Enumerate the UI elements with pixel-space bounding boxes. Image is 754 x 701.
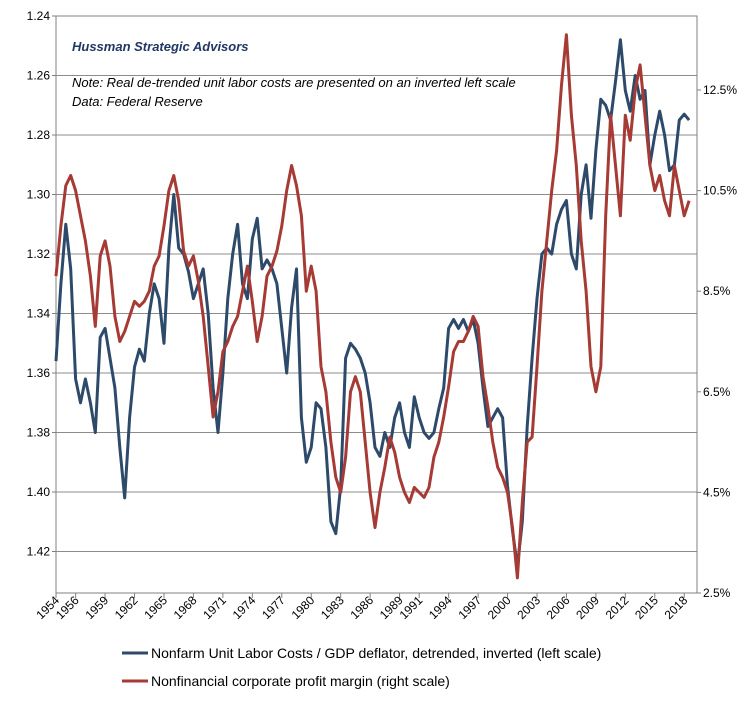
right-tick-label: 10.5% — [703, 184, 737, 198]
series-line-profit-margin — [54, 33, 691, 580]
left-tick-label: 1.38 — [27, 426, 51, 440]
series-group — [54, 33, 691, 580]
left-tick-label: 1.26 — [27, 69, 51, 83]
left-tick-label: 1.42 — [27, 545, 51, 559]
source-label: Hussman Strategic Advisors — [72, 39, 249, 54]
left-tick-label: 1.28 — [27, 128, 51, 142]
right-tick-label: 2.5% — [703, 586, 731, 600]
legend-label-unit-labor: Nonfarm Unit Labor Costs / GDP deflator,… — [151, 645, 601, 661]
left-tick-label: 1.40 — [27, 485, 51, 499]
left-tick-label: 1.36 — [27, 366, 51, 380]
right-axis: 12.5% 10.5% 8.5% 6.5% 4.5% 2.5% — [697, 83, 737, 600]
left-tick-label: 1.30 — [27, 188, 51, 202]
plot-frame — [55, 15, 698, 594]
left-axis: 1.24 1.26 1.28 1.30 1.32 1.34 1.36 1.38 1.40 1.42 — [27, 9, 56, 559]
right-tick-label: 8.5% — [703, 284, 731, 298]
series-line-unit-labor-costs — [54, 38, 691, 568]
right-tick-label: 4.5% — [703, 485, 731, 499]
left-tick-label: 1.32 — [27, 247, 51, 261]
left-tick-label: 1.24 — [27, 9, 51, 23]
left-tick-label: 1.34 — [27, 307, 51, 321]
note-line-1: Note: Real de-trended unit labor costs a… — [72, 75, 516, 90]
right-tick-label: 6.5% — [703, 385, 731, 399]
grid — [56, 75, 697, 552]
legend: Nonfarm Unit Labor Costs / GDP deflator,… — [122, 645, 601, 689]
legend-label-profit-margin: Nonfinancial corporate profit margin (ri… — [151, 673, 450, 689]
note-line-2: Data: Federal Reserve — [72, 94, 203, 109]
right-tick-label: 12.5% — [703, 83, 737, 97]
